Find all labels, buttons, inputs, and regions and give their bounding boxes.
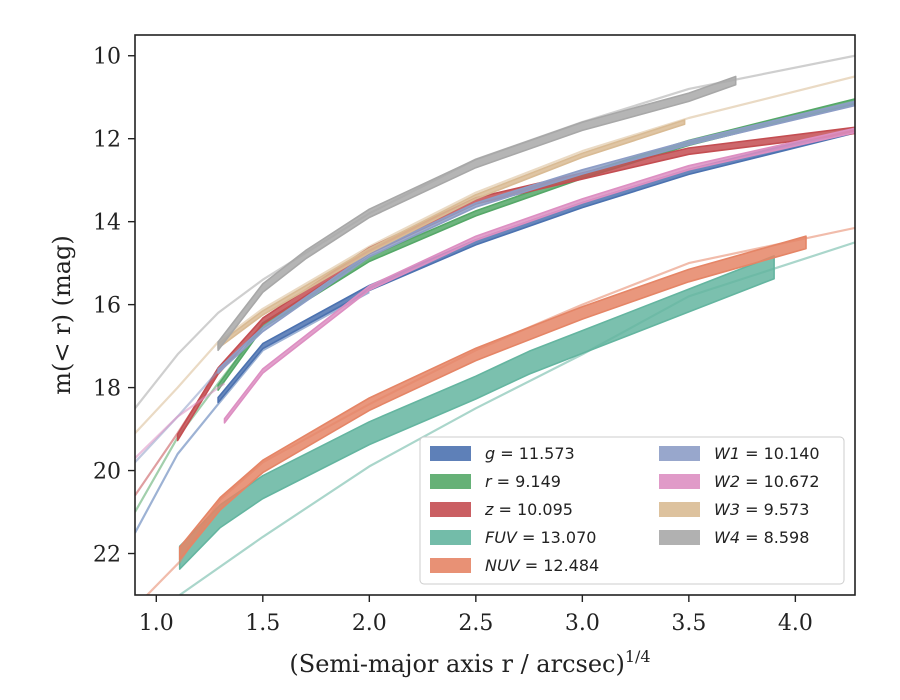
legend-swatch	[659, 502, 700, 517]
y-tick-label: 16	[93, 294, 121, 319]
legend-swatch	[659, 474, 700, 489]
legend-band-name: g	[485, 444, 495, 463]
legend-band-name: FUV	[485, 528, 518, 547]
series-tail-line	[135, 291, 370, 534]
legend-item-W3: W3 = 9.573	[659, 500, 809, 519]
x-tick-label: 2.5	[458, 611, 493, 636]
y-tick-label: 22	[93, 543, 121, 568]
legend-item-z: z = 10.095	[430, 500, 573, 519]
legend-label: W1 = 10.140	[714, 444, 820, 463]
legend-band-name: W2	[714, 472, 740, 491]
series-band	[223, 127, 855, 424]
y-tick-label: 14	[93, 211, 121, 236]
legend-swatch	[659, 530, 700, 545]
series-W4	[135, 54, 855, 409]
y-axis: 10 12 14 16 18 20 22	[93, 45, 135, 568]
legend-band-value: = 11.573	[495, 444, 575, 463]
legend-band-name: NUV	[485, 556, 521, 575]
y-axis-label: m(< r) (mag)	[48, 235, 76, 394]
x-tick-label: 3.0	[565, 611, 600, 636]
legend-band-value: = 10.672	[740, 472, 820, 491]
series-band	[217, 75, 737, 352]
legend-swatch	[430, 474, 471, 489]
y-tick-label: 20	[93, 460, 121, 485]
series-tail-line	[135, 382, 226, 459]
series-FUV	[178, 241, 855, 595]
series-W2	[135, 127, 855, 459]
legend-label: r = 9.149	[485, 472, 561, 491]
y-tick-label: 10	[93, 45, 121, 70]
legend-band-name: W1	[714, 444, 740, 463]
legend-label: W2 = 10.672	[714, 472, 820, 491]
x-tick-label: 2.0	[352, 611, 387, 636]
legend-band-value: = 9.149	[492, 472, 561, 491]
x-tick-label: 3.5	[671, 611, 706, 636]
legend-swatch	[430, 502, 471, 517]
legend-label: W4 = 8.598	[714, 528, 809, 547]
legend-band-name: r	[485, 472, 493, 491]
legend-band-name: W3	[714, 500, 740, 519]
legend-label: W3 = 9.573	[714, 500, 809, 519]
series-band	[178, 255, 775, 570]
legend-label: z = 10.095	[484, 500, 573, 519]
y-tick-label: 12	[93, 128, 121, 153]
legend-item-NUV: NUV = 12.484	[430, 556, 599, 575]
series-band	[217, 100, 855, 374]
plot-frame	[134, 34, 856, 596]
x-axis: 1.0 1.5 2.0 2.5 3.0 3.5 4.0	[139, 595, 813, 636]
series-NUV	[145, 226, 855, 595]
legend-band-name: z	[484, 500, 494, 519]
legend-band-value: = 10.140	[740, 444, 820, 463]
y-tick-label: 18	[93, 377, 121, 402]
legend-item-W4: W4 = 8.598	[659, 528, 809, 547]
x-tick-label: 4.0	[778, 611, 813, 636]
legend-band-value: = 8.598	[740, 528, 809, 547]
x-axis-label-text: (Semi-major axis r / arcsec)	[289, 650, 624, 678]
legend-swatch	[430, 558, 471, 573]
series-band	[178, 235, 807, 561]
legend-item-g: g = 11.573	[430, 444, 575, 463]
legend-item-W2: W2 = 10.672	[659, 472, 820, 491]
legend-band-value: = 10.095	[493, 500, 573, 519]
series-tail-line	[135, 75, 855, 434]
legend-item-r: r = 9.149	[430, 472, 561, 491]
legend-label: FUV = 13.070	[485, 528, 596, 547]
legend-swatch	[430, 446, 471, 461]
legend-item-W1: W1 = 10.140	[659, 444, 820, 463]
x-tick-label: 1.0	[139, 611, 174, 636]
legend-band-name: W4	[714, 528, 740, 547]
legend-label: g = 11.573	[485, 444, 575, 463]
x-tick-label: 1.5	[245, 611, 280, 636]
series-band	[217, 119, 686, 350]
legend-band-value: = 9.573	[740, 500, 809, 519]
legend-swatch	[430, 530, 471, 545]
legend-swatch	[659, 446, 700, 461]
x-axis-label-superscript: 1/4	[625, 647, 651, 666]
series-layer	[135, 54, 855, 595]
legend-band-value: = 12.484	[520, 556, 600, 575]
legend-box	[419, 436, 845, 585]
legend-band-value: = 13.070	[517, 528, 597, 547]
legend-item-FUV: FUV = 13.070	[430, 528, 596, 547]
x-axis-label: (Semi-major axis r / arcsec)1/4	[289, 647, 650, 678]
legend-label: NUV = 12.484	[485, 556, 599, 575]
series-W3	[135, 75, 855, 434]
